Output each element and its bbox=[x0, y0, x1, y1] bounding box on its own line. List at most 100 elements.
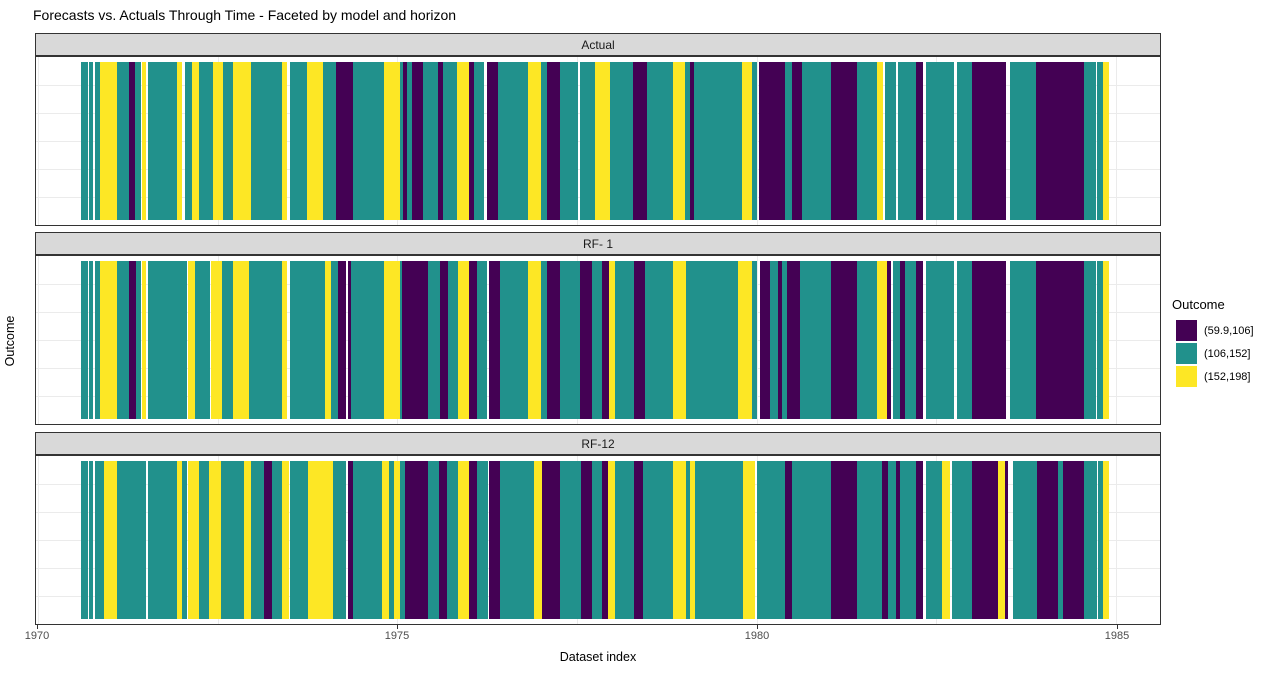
tile-segment bbox=[469, 461, 478, 619]
tile-segment bbox=[1097, 261, 1104, 419]
tile-segment bbox=[128, 261, 136, 419]
tile-segment bbox=[220, 461, 244, 619]
tile-segment bbox=[881, 461, 888, 619]
tile-segment bbox=[952, 461, 973, 619]
tile-segment bbox=[94, 62, 100, 220]
tile-segment bbox=[694, 62, 742, 220]
tile-segment bbox=[541, 461, 560, 619]
tile-segment bbox=[689, 461, 695, 619]
tile-segment bbox=[615, 261, 634, 419]
tile-segment bbox=[117, 261, 129, 419]
tile-segment bbox=[956, 261, 973, 419]
tile-segment bbox=[1013, 461, 1037, 619]
tile-segment bbox=[684, 62, 690, 220]
tile-segment bbox=[1097, 62, 1104, 220]
tile-segment bbox=[1084, 62, 1096, 220]
tile-segment bbox=[633, 461, 644, 619]
tile-segment bbox=[89, 461, 93, 619]
tile-segment bbox=[1010, 261, 1037, 419]
tile-segment bbox=[428, 261, 441, 419]
tile-segment bbox=[581, 461, 593, 619]
tile-segment bbox=[777, 261, 782, 419]
tile-segment bbox=[448, 261, 459, 419]
tile-segment bbox=[348, 461, 353, 619]
tile-segment bbox=[487, 62, 498, 220]
tile-segment bbox=[289, 461, 309, 619]
tile-segment bbox=[81, 261, 88, 419]
legend-item: (152,198] bbox=[1170, 366, 1280, 387]
tile-segment bbox=[497, 62, 529, 220]
tile-segment bbox=[758, 62, 785, 220]
tile-segment bbox=[422, 62, 439, 220]
tile-segment bbox=[400, 461, 405, 619]
tile-segment bbox=[399, 62, 404, 220]
tile-segment bbox=[886, 261, 892, 419]
tile-segment bbox=[633, 62, 647, 220]
tile-segment bbox=[1103, 461, 1109, 619]
tile-segment bbox=[904, 261, 917, 419]
tile-segment bbox=[689, 62, 695, 220]
tile-segment bbox=[738, 261, 753, 419]
tile-segment bbox=[388, 461, 395, 619]
tile-segment bbox=[184, 62, 192, 220]
tile-segment bbox=[528, 62, 542, 220]
tile-segment bbox=[272, 461, 283, 619]
tile-segment bbox=[99, 62, 118, 220]
tile-segment bbox=[546, 261, 560, 419]
tile-segment bbox=[117, 461, 146, 619]
tile-segment bbox=[477, 261, 488, 419]
x-axis-tick-label: 1980 bbox=[744, 630, 770, 642]
tile-segment bbox=[685, 461, 690, 619]
tile-segment bbox=[685, 261, 739, 419]
tile-segment bbox=[209, 461, 221, 619]
tile-segment bbox=[916, 261, 923, 419]
tile-segment bbox=[752, 62, 758, 220]
tile-segment bbox=[264, 461, 273, 619]
tile-segment bbox=[403, 62, 408, 220]
tile-segment bbox=[856, 62, 878, 220]
tile-segment bbox=[412, 62, 423, 220]
facet-strip-actual: Actual bbox=[35, 33, 1161, 56]
tile-segment bbox=[399, 261, 403, 419]
tile-segment bbox=[791, 62, 802, 220]
tile-segment bbox=[468, 62, 475, 220]
tile-segment bbox=[1103, 261, 1109, 419]
tile-segment bbox=[546, 62, 560, 220]
tile-segment bbox=[439, 461, 447, 619]
tile-segment bbox=[972, 62, 1007, 220]
tile-segment bbox=[352, 461, 383, 619]
tile-segment bbox=[194, 261, 211, 419]
tile-segment bbox=[1103, 62, 1109, 220]
tile-segment bbox=[306, 62, 323, 220]
tile-segment bbox=[896, 461, 901, 619]
tile-segment bbox=[579, 261, 593, 419]
x-axis-tick-label: 1975 bbox=[384, 630, 410, 642]
tile-segment bbox=[1057, 461, 1063, 619]
x-axis-tick-mark bbox=[757, 625, 758, 629]
tile-segment bbox=[104, 461, 118, 619]
tile-segment bbox=[250, 62, 282, 220]
legend: Outcome (59.9,106] (106,152] (152,198] bbox=[1170, 297, 1280, 389]
tile-segment bbox=[1036, 62, 1085, 220]
tile-segment bbox=[559, 461, 582, 619]
tile-segment bbox=[877, 62, 884, 220]
tile-segment bbox=[500, 261, 529, 419]
y-axis-title: Outcome bbox=[3, 315, 17, 367]
tile-segment bbox=[770, 261, 778, 419]
tile-segment bbox=[331, 261, 339, 419]
tile-segment bbox=[784, 461, 792, 619]
tile-segment bbox=[876, 261, 887, 419]
facet-strip-rf12: RF-12 bbox=[35, 432, 1161, 455]
tile-segment bbox=[533, 461, 542, 619]
tile-segment bbox=[474, 62, 485, 220]
tile-segment bbox=[972, 461, 999, 619]
tile-segment bbox=[528, 261, 542, 419]
chart-title: Forecasts vs. Actuals Through Time - Fac… bbox=[33, 7, 457, 23]
tile-segment bbox=[407, 62, 413, 220]
tile-segment bbox=[94, 261, 100, 419]
tile-segment bbox=[899, 261, 905, 419]
legend-item-label: (106,152] bbox=[1204, 347, 1251, 360]
tile-segment bbox=[394, 461, 401, 619]
tile-segment bbox=[187, 261, 195, 419]
